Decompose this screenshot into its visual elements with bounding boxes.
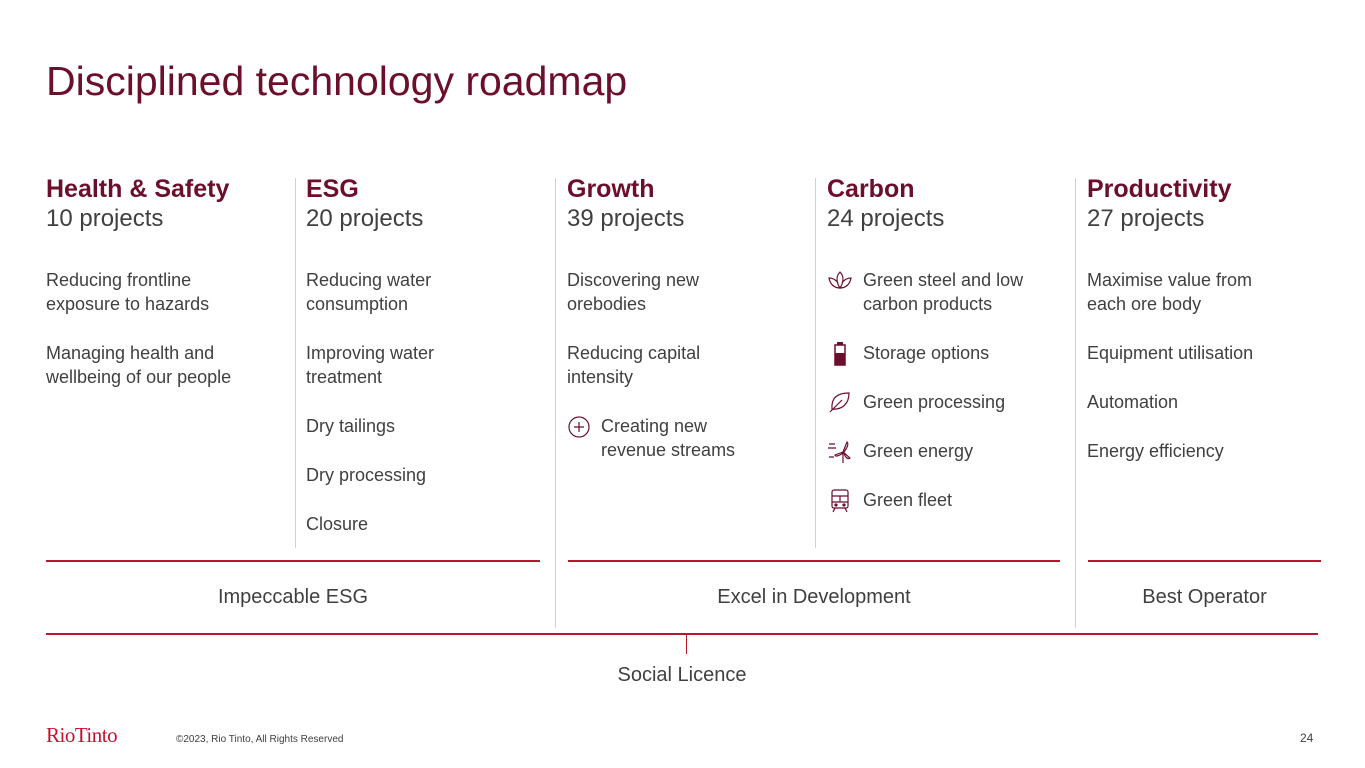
pillar-impeccable-esg: Impeccable ESG [217, 586, 369, 608]
project-count: 20 projects [306, 205, 424, 232]
pillar-line [568, 560, 1060, 562]
pillar-line [1088, 560, 1321, 562]
column-growth: Growth 39 projects Discovering new orebo… [567, 174, 817, 487]
list-item: Dry processing [306, 465, 427, 485]
plus-circle-icon [567, 414, 591, 438]
divider [1075, 178, 1076, 628]
list-item: Dry tailings [306, 416, 396, 436]
column-heading: ESG [306, 175, 359, 203]
pillar-best-operator: Best Operator [1142, 586, 1267, 608]
list-item: Green fleet [863, 490, 953, 510]
column-heading: Health & Safety [46, 175, 230, 203]
list-item: Energy efficiency [1087, 441, 1224, 461]
list-item: Green energy [863, 441, 974, 461]
list-item: Maximise value from each ore body [1087, 270, 1253, 314]
divider [815, 178, 816, 548]
column-esg: ESG 20 projects Reducing water consumpti… [306, 174, 556, 561]
list-item: Improving water treatment [306, 343, 435, 387]
list-item: Green steel and low carbon products [863, 270, 1024, 314]
battery-icon [827, 341, 853, 366]
lotus-icon [827, 268, 853, 292]
pillar-line [46, 560, 540, 562]
rio-tinto-logo: RioTinto [46, 723, 118, 747]
list-item: Equipment utilisation [1087, 343, 1254, 363]
list-item: Creating new revenue streams [601, 416, 736, 460]
divider [555, 178, 556, 628]
column-heading: Growth [567, 175, 655, 203]
column-productivity: Productivity 27 projects Maximise value … [1087, 174, 1337, 488]
list-item: Closure [306, 514, 369, 534]
page-number: 24 [1300, 731, 1314, 745]
pillar-excel-in-development: Excel in Development [717, 586, 911, 608]
list-item: Reducing frontline exposure to hazards [46, 270, 210, 314]
project-count: 39 projects [567, 205, 685, 232]
list-item: Discovering new orebodies [567, 270, 700, 314]
column-heading: Carbon [827, 175, 915, 203]
list-item: Automation [1087, 392, 1179, 412]
list-item: Reducing capital intensity [567, 343, 701, 387]
page-title: Disciplined technology roadmap [46, 58, 628, 104]
list-item: Green processing [863, 392, 1006, 412]
wind-turbine-icon [827, 439, 853, 463]
divider [295, 178, 296, 548]
column-health-safety: Health & Safety 10 projects Reducing fro… [46, 174, 296, 414]
foundation-tick [686, 634, 687, 654]
column-carbon: Carbon 24 projects Green steel and low c… [827, 174, 1077, 537]
foundation-social-licence: Social Licence [617, 664, 747, 686]
train-icon [827, 488, 853, 513]
list-item: Managing health and wellbeing of our peo… [46, 343, 232, 387]
list-item: Storage options [863, 343, 990, 363]
project-count: 10 projects [46, 205, 164, 232]
list-item: Reducing water consumption [306, 270, 432, 314]
column-heading: Productivity [1087, 175, 1232, 203]
foundation-line [46, 633, 1318, 635]
project-count: 24 projects [827, 205, 945, 232]
leaf-icon [827, 390, 853, 414]
copyright: ©2023, Rio Tinto, All Rights Reserved [176, 734, 344, 745]
project-count: 27 projects [1087, 205, 1205, 232]
